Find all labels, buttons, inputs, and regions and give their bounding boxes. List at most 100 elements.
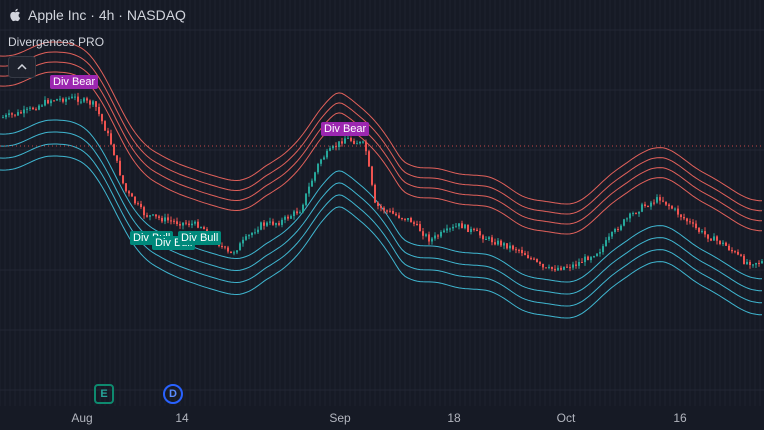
candle-body [23, 109, 25, 114]
candle-body [590, 257, 592, 261]
candle-body [455, 226, 457, 228]
chevron-up-icon [17, 64, 27, 70]
candle-body [167, 217, 169, 221]
candle-body [371, 166, 373, 185]
candle-body [653, 202, 655, 204]
candle-body [305, 193, 307, 205]
candle-body [119, 160, 121, 176]
candle-body [614, 229, 616, 232]
div-bear-tag[interactable]: Div Bear [50, 75, 99, 89]
candle-body [14, 114, 16, 116]
candle-body [734, 251, 736, 253]
price-chart[interactable] [0, 0, 764, 406]
candle-body [518, 249, 520, 251]
candle-body [251, 233, 253, 236]
candle-body [272, 221, 274, 225]
candle-body [239, 243, 241, 251]
candle-body [536, 259, 538, 263]
candle-body [176, 221, 178, 224]
candle-body [170, 220, 172, 222]
candle-body [707, 234, 709, 239]
candle-body [224, 246, 226, 248]
candle-body [89, 100, 91, 105]
candle-body [638, 211, 640, 214]
symbol-legend[interactable]: Apple Inc · 4h · NASDAQ [8, 7, 186, 23]
candle-body [611, 232, 613, 237]
candle-body [107, 130, 109, 134]
candle-body [380, 206, 382, 208]
candle-body [476, 229, 478, 231]
candle-body [395, 213, 397, 216]
candle-body [665, 201, 667, 205]
candle-body [278, 223, 280, 225]
symbol-title: Apple Inc · 4h · NASDAQ [28, 7, 186, 23]
candle-body [497, 240, 499, 245]
lower-band-line [0, 155, 763, 319]
candle-body [647, 206, 649, 207]
candle-body [146, 215, 148, 217]
candle-body [284, 216, 286, 220]
candle-body [494, 242, 496, 245]
upper-band-line [0, 41, 763, 205]
candle-body [344, 138, 346, 144]
candle-body [44, 99, 46, 106]
candle-body [392, 211, 394, 214]
candle-body [632, 213, 634, 215]
candle-body [554, 268, 556, 271]
candle-body [365, 141, 367, 152]
candle-body [410, 218, 412, 223]
indicator-title[interactable]: Divergences PRO [8, 35, 105, 49]
div-bear-tag[interactable]: Div Bear [321, 122, 370, 136]
candle-body [254, 232, 256, 234]
candle-body [635, 213, 637, 215]
candle-body [506, 243, 508, 249]
collapse-indicators-button[interactable] [8, 56, 36, 78]
candle-body [599, 252, 601, 254]
candle-body [260, 222, 262, 230]
candle-body [542, 264, 544, 268]
candle-body [77, 96, 79, 102]
candle-body [578, 262, 580, 266]
candle-body [731, 250, 733, 252]
candle-body [20, 112, 22, 114]
candle-body [188, 223, 190, 226]
candle-body [656, 197, 658, 203]
candle-body [512, 245, 514, 250]
candle-body [302, 204, 304, 213]
candle-body [326, 150, 328, 158]
candle-body [758, 263, 760, 264]
candle-body [404, 218, 406, 220]
candle-body [449, 228, 451, 230]
candle-body [29, 107, 31, 109]
candle-body [110, 133, 112, 145]
candle-body [86, 98, 88, 101]
lower-band-line [0, 143, 763, 307]
candle-body [80, 101, 82, 103]
candle-body [461, 223, 463, 229]
candle-body [266, 222, 268, 226]
candle-body [584, 256, 586, 263]
candle-body [161, 217, 163, 222]
candle-body [434, 235, 436, 239]
div-bull-tag[interactable]: Div Bull [178, 231, 222, 245]
candle-body [431, 238, 433, 242]
candle-body [68, 98, 70, 100]
time-axis-label: 16 [673, 411, 687, 425]
candle-body [626, 218, 628, 220]
candle-body [659, 197, 661, 201]
candle-body [182, 222, 184, 226]
candle-body [761, 261, 763, 264]
earnings-event-icon[interactable]: E [94, 384, 114, 404]
time-axis[interactable]: Aug 14 Sep 18 Oct 16 [0, 406, 764, 430]
dividend-event-icon[interactable]: D [163, 384, 183, 404]
candle-body [617, 229, 619, 230]
candle-body [230, 251, 232, 253]
candle-body [281, 219, 283, 225]
candle-body [233, 252, 235, 254]
candle-body [359, 141, 361, 144]
candle-body [5, 115, 7, 118]
candle-body [179, 224, 181, 226]
candle-body [65, 98, 67, 102]
candle-body [539, 262, 541, 264]
